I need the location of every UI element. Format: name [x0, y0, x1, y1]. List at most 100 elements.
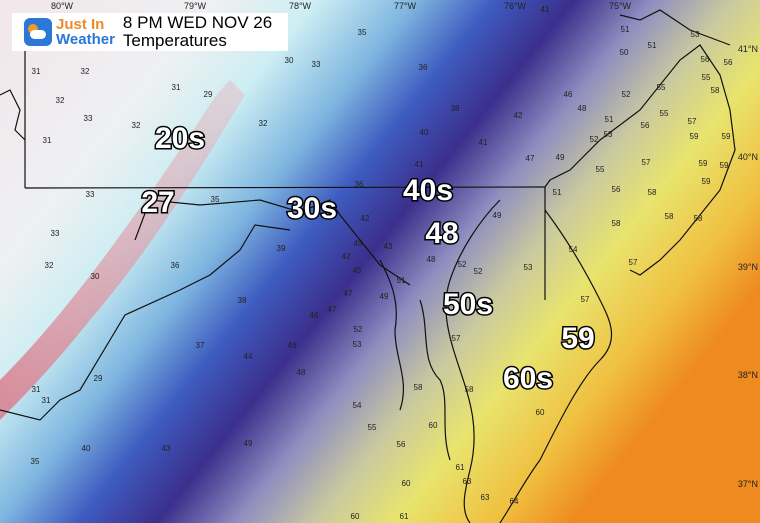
station-temp: 58: [648, 188, 657, 197]
station-temp: 43: [384, 242, 393, 251]
station-temp: 53: [524, 263, 533, 272]
station-temp: 60: [429, 421, 438, 430]
brand-line-1: Just In: [56, 16, 105, 33]
station-temp: 31: [43, 136, 52, 145]
station-temp: 32: [45, 261, 54, 270]
cold-ridge-band: [0, 80, 245, 420]
station-temp: 54: [353, 401, 362, 410]
station-temp: 51: [621, 25, 630, 34]
temperature-range-label: 20s: [155, 122, 205, 155]
station-temp: 58: [665, 212, 674, 221]
longitude-label: 79°W: [184, 1, 207, 11]
station-temp: 47: [526, 154, 535, 163]
station-temp: 59: [699, 159, 708, 168]
station-temp: 39: [277, 244, 286, 253]
station-temp: 49: [556, 153, 565, 162]
temperature-range-label: 59: [561, 322, 594, 355]
latitude-label: 37°N: [738, 479, 758, 489]
product-name: Temperatures: [122, 31, 227, 50]
station-temp: 32: [56, 96, 65, 105]
station-temp: 37: [196, 341, 205, 350]
station-temp: 61: [400, 512, 409, 521]
station-temp: 42: [514, 111, 523, 120]
station-temp: 53: [604, 130, 613, 139]
station-temp: 57: [688, 117, 697, 126]
station-temp: 56: [701, 55, 710, 64]
station-temp: 57: [452, 334, 461, 343]
station-temp: 55: [660, 109, 669, 118]
station-temp: 59: [690, 132, 699, 141]
station-temp: 49: [244, 439, 253, 448]
station-temp: 33: [84, 114, 93, 123]
station-temp: 29: [204, 90, 213, 99]
station-temp: 56: [612, 185, 621, 194]
station-temp: 30: [91, 272, 100, 281]
longitude-label: 75°W: [609, 1, 632, 11]
station-temp: 58: [711, 86, 720, 95]
station-temp: 49: [380, 292, 389, 301]
station-temp: 60: [402, 479, 411, 488]
station-temp: 46: [288, 341, 297, 350]
station-temp: 41: [479, 138, 488, 147]
station-temp: 33: [51, 229, 60, 238]
brand-line-2: Weather: [56, 31, 115, 48]
station-temp: 51: [605, 115, 614, 124]
temperature-range-label: 60s: [503, 362, 553, 395]
station-temp: 52: [590, 135, 599, 144]
latitude-label: 38°N: [738, 370, 758, 380]
station-temp: 36: [171, 261, 180, 270]
station-temp: 31: [32, 385, 41, 394]
station-temp: 43: [162, 444, 171, 453]
station-temp: 44: [244, 352, 253, 361]
station-temp: 41: [415, 160, 424, 169]
station-temp: 57: [642, 158, 651, 167]
station-temp: 41: [541, 5, 550, 14]
station-temp: 47: [344, 289, 353, 298]
station-temp: 33: [86, 190, 95, 199]
latitude-label: 40°N: [738, 152, 758, 162]
station-temp: 48: [297, 368, 306, 377]
station-temp: 58: [414, 383, 423, 392]
station-temp: 60: [351, 512, 360, 521]
station-temp: 40: [82, 444, 91, 453]
latitude-label: 39°N: [738, 262, 758, 272]
station-temp: 31: [42, 396, 51, 405]
station-temp: 51: [648, 41, 657, 50]
temperature-range-label: 27: [141, 186, 174, 219]
station-temp: 35: [211, 195, 220, 204]
station-temp: 49: [493, 211, 502, 220]
station-temp: 52: [354, 325, 363, 334]
station-temp: 42: [361, 214, 370, 223]
station-temp: 59: [720, 161, 729, 170]
station-temp: 48: [427, 255, 436, 264]
station-temp: 50: [620, 48, 629, 57]
station-temp: 32: [259, 119, 268, 128]
station-temp: 38: [238, 296, 247, 305]
station-temp: 36: [355, 180, 364, 189]
station-temp: 58: [465, 385, 474, 394]
title-banner: Just In Weather 8 PM WED NOV 26 Temperat…: [12, 13, 288, 51]
longitude-label: 77°W: [394, 1, 417, 11]
station-temp: 51: [553, 188, 562, 197]
longitude-label: 76°W: [504, 1, 527, 11]
station-temp: 52: [474, 267, 483, 276]
station-temp: 59: [702, 177, 711, 186]
station-temp: 53: [691, 30, 700, 39]
station-temp: 35: [31, 457, 40, 466]
station-temp: 35: [358, 28, 367, 37]
station-temp: 57: [629, 258, 638, 267]
station-temp: 33: [312, 60, 321, 69]
station-temp: 56: [397, 440, 406, 449]
station-temp: 55: [657, 83, 666, 92]
station-temp: 42: [342, 252, 351, 261]
station-temp: 31: [172, 83, 181, 92]
station-temp: 55: [596, 165, 605, 174]
station-temp: 58: [694, 214, 703, 223]
station-temp: 63: [481, 493, 490, 502]
station-temp: 53: [353, 340, 362, 349]
station-temp: 56: [641, 121, 650, 130]
station-temp: 55: [702, 73, 711, 82]
station-temp: 54: [569, 245, 578, 254]
station-temp: 59: [722, 132, 731, 141]
